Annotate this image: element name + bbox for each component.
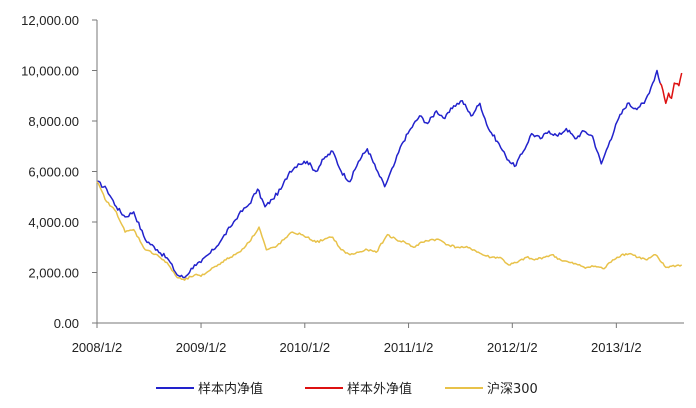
y-tick-label: 6,000.00	[28, 165, 79, 180]
legend-label-2: 样本外净值	[347, 381, 412, 397]
y-tick-label: 8,000.00	[28, 114, 79, 129]
series-line-2	[659, 72, 683, 105]
x-tick-label: 2008/1/2	[72, 340, 123, 355]
y-tick-label: 4,000.00	[28, 215, 79, 230]
series-layer	[96, 69, 683, 281]
x-tick-label: 2011/1/2	[384, 340, 434, 355]
y-tick-label: 10,000.00	[21, 64, 79, 79]
legend-label-1: 样本内净值	[198, 381, 263, 397]
legend-label-3: 沪深300	[487, 381, 538, 397]
series-line-3	[96, 181, 683, 281]
y-axis: 0.00 2,000.00 4,000.00 6,000.00 8,000.00 10,0…	[21, 13, 98, 331]
legend: 样本内净值 样本外净值 沪深300	[156, 381, 538, 397]
x-tick-label: 2010/1/2	[279, 340, 330, 355]
y-tick-label: 12,000.00	[21, 13, 79, 28]
x-tick-label: 2009/1/2	[176, 340, 227, 355]
series-line-1	[96, 69, 661, 279]
x-axis: 2008/1/2 2009/1/2 2010/1/2 2011/1/2 2012/1/2…	[72, 322, 684, 355]
y-tick-label: 2,000.00	[28, 266, 79, 281]
x-tick-label: 2013/1/2	[591, 340, 642, 355]
y-tick-label: 0.00	[54, 316, 79, 331]
x-tick-label: 2012/1/2	[487, 340, 538, 355]
